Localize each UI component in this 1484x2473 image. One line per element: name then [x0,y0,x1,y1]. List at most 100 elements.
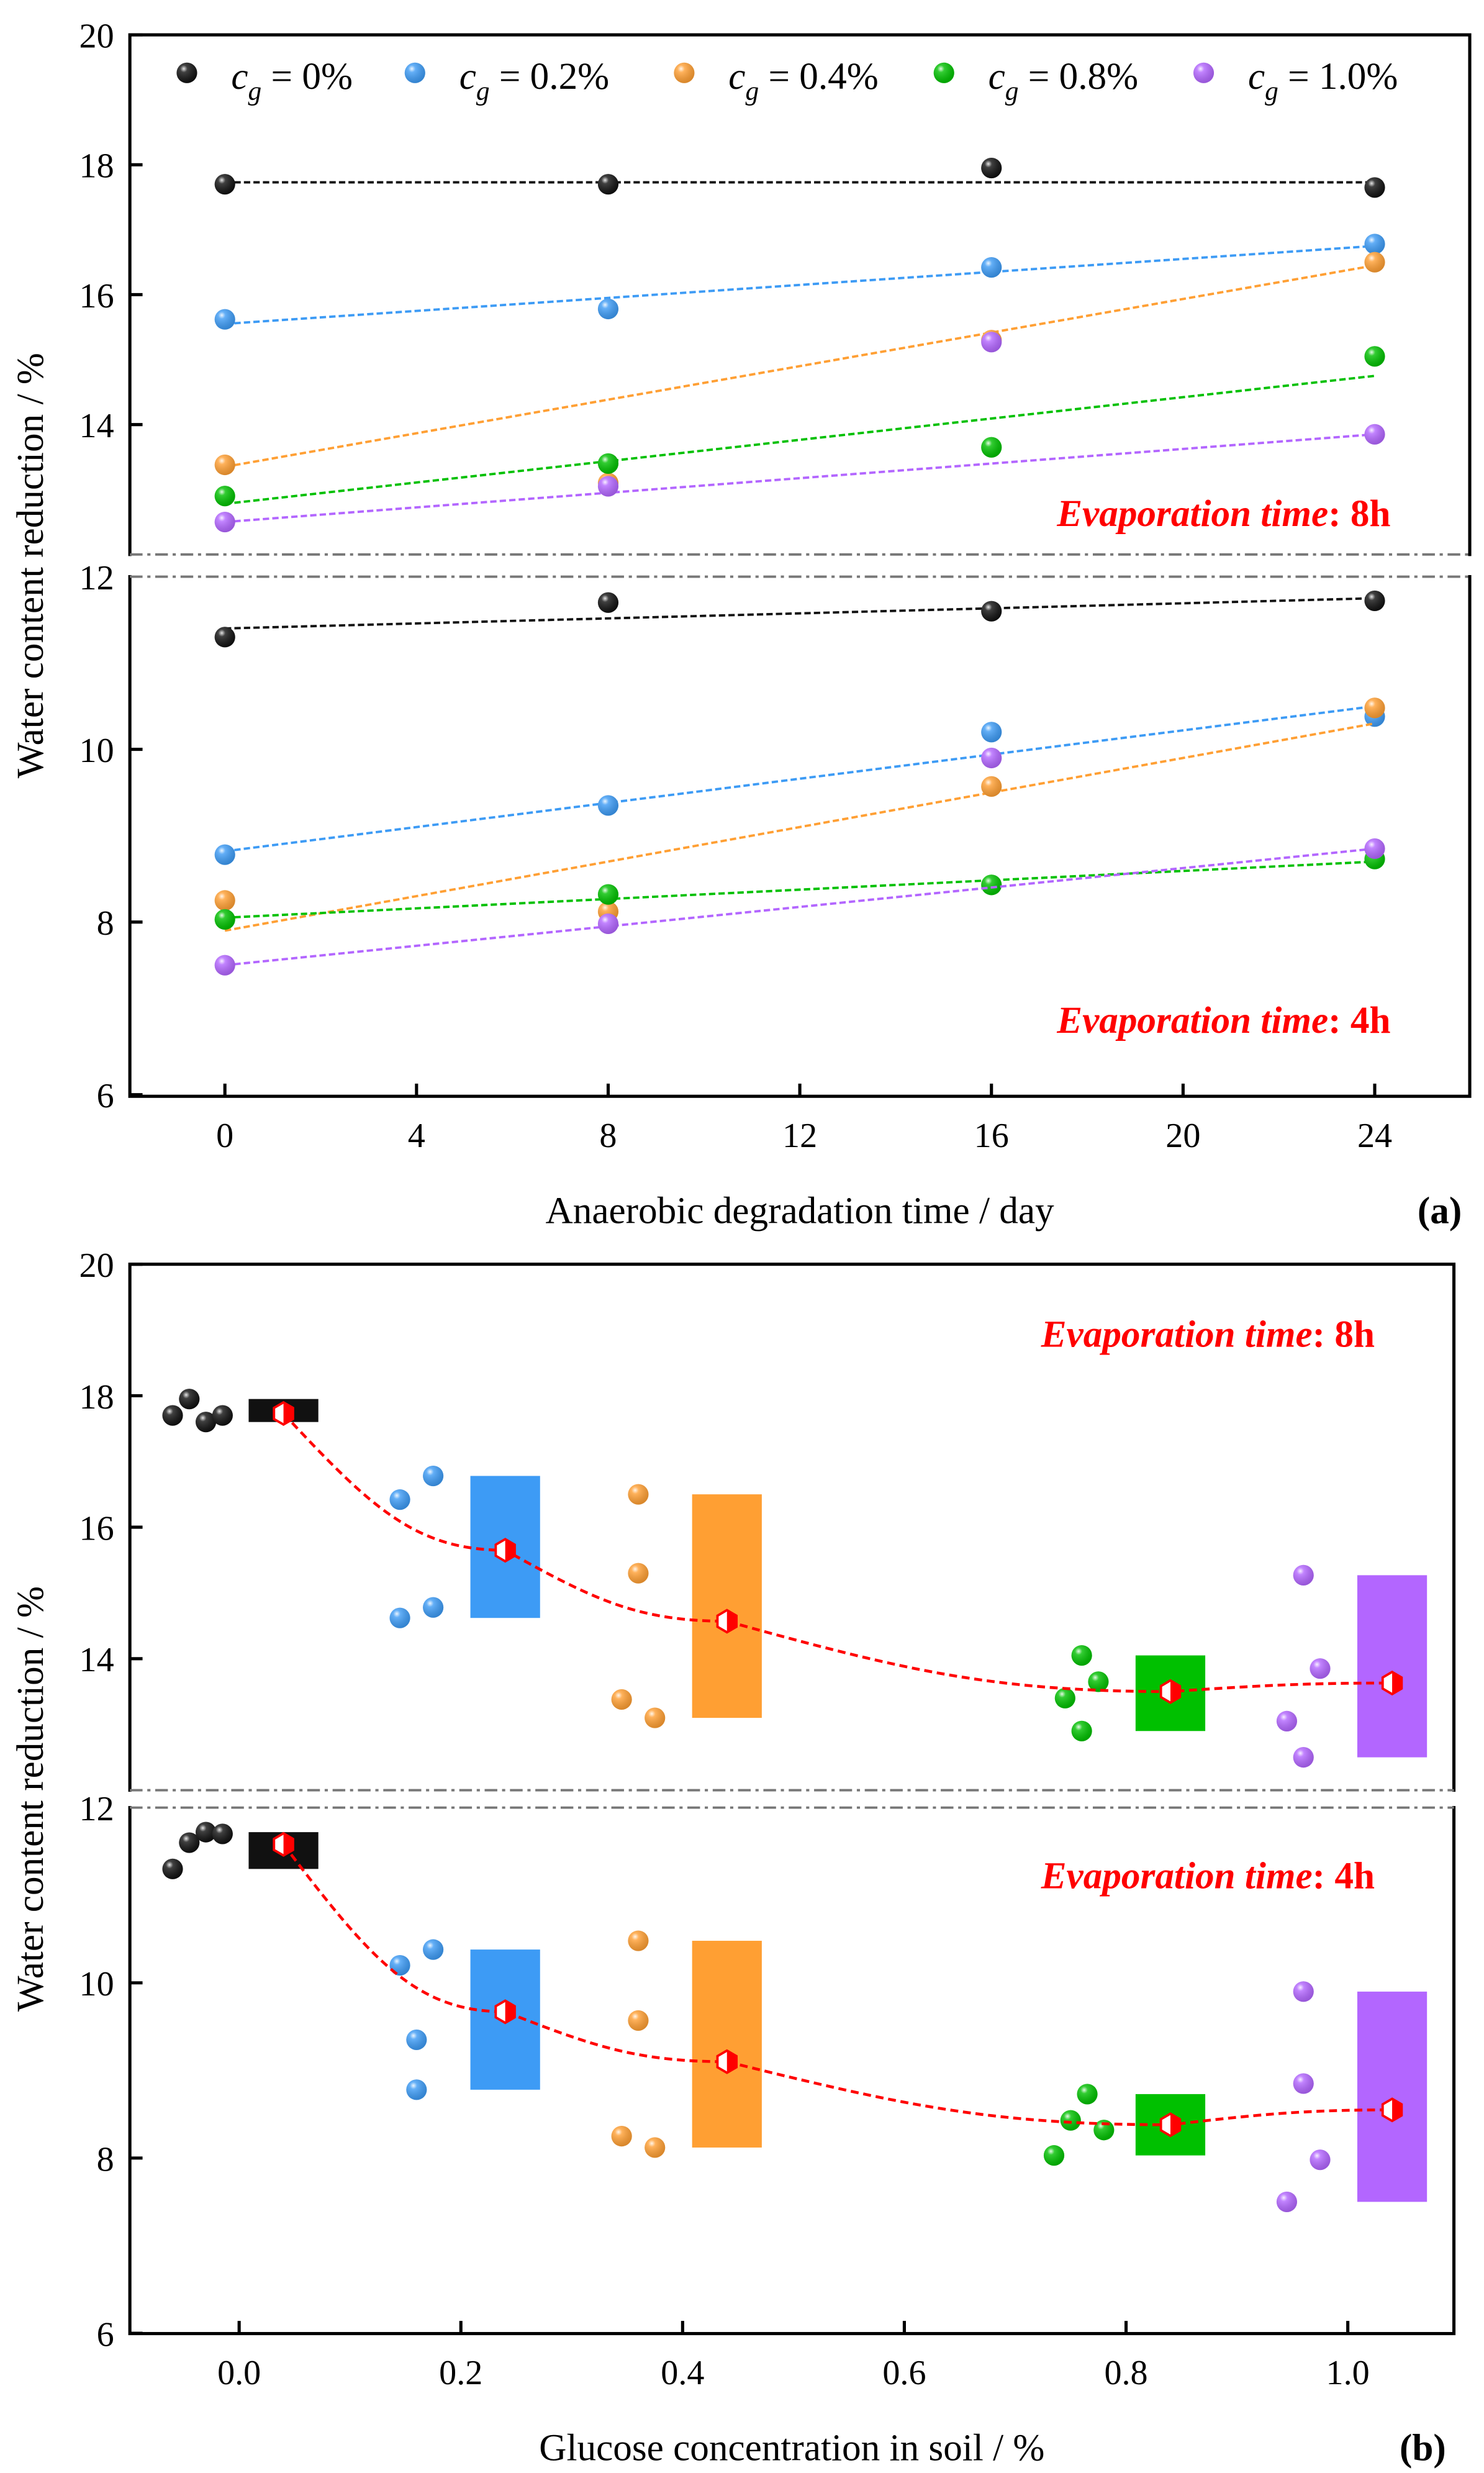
x-axis-label: Anaerobic degradation time / day [546,1189,1054,1232]
data-point-0%-highlight [196,1822,217,1843]
panel-label: (a) [1418,1189,1462,1232]
data-point-0.2%-highlight [1364,234,1385,255]
evaporation-time-annotation: Evaporation time: 8h [1056,492,1390,535]
data-point-0.4%-highlight [645,1707,666,1728]
panel-label: (b) [1400,2427,1446,2469]
data-point-0.2%-highlight [406,2029,427,2051]
data-point-0.4%-highlight [611,2126,632,2147]
mean-marker-half [283,1833,293,1856]
x-tick-label: 0.6 [882,2354,926,2392]
data-point-0.2%-highlight [981,722,1002,743]
data-point-0.4%-highlight [611,1689,632,1710]
mean-trend-line [282,1412,1393,1694]
data-point-0.2%-highlight [597,795,619,816]
fit-line-0.2% [224,705,1375,853]
data-point-0.2%-highlight [423,1597,444,1618]
data-point-1.0%-highlight [1364,838,1385,860]
legend-label-0.4%: cg = 0.4% [728,55,878,106]
y-tick-label: 16 [79,1510,114,1548]
x-tick-label: 8 [599,1117,617,1155]
evaporation-time-annotation: Evaporation time: 4h [1056,999,1390,1041]
data-point-0.2%-highlight [597,298,619,320]
data-point-0%-highlight [179,1832,200,1853]
range-box-1.0% [1357,1991,1427,2202]
legend-marker-0.2%-highlight [404,62,425,83]
x-tick-label: 20 [1165,1117,1200,1155]
data-point-1.0%-highlight [1293,1747,1314,1768]
data-point-1.0%-highlight [981,747,1002,769]
legend-marker-0.4%-highlight [674,62,695,83]
y-tick-label: 16 [79,277,114,315]
fit-line-0% [225,597,1375,630]
y-tick-label: 10 [79,1965,114,2003]
legend-label-1.0%: cg = 1.0% [1248,55,1398,106]
data-point-0.8%-highlight [981,874,1002,896]
data-point-0%-highlight [162,1405,183,1426]
mean-marker-half [1392,2099,1402,2121]
x-tick-label: 12 [782,1117,817,1155]
range-box-0.4% [692,1941,762,2148]
data-point-0%-highlight [162,1858,183,1879]
data-point-0.4%-highlight [628,1563,649,1584]
x-tick-label: 16 [974,1117,1009,1155]
x-axis-label: Glucose concentration in soil / % [539,2427,1044,2469]
data-point-0.4%-highlight [645,2137,666,2158]
data-point-1.0%-highlight [1276,2191,1298,2212]
legend-marker-0.8%-highlight [933,62,954,83]
data-point-0.8%-highlight [1043,2145,1065,2166]
data-point-1.0%-highlight [1310,1658,1331,1679]
mean-trend-line [282,1843,1393,2126]
legend-label-0.8%: cg = 0.8% [989,55,1138,106]
y-tick-label: 18 [79,1378,114,1417]
data-point-0.8%-highlight [214,486,235,507]
data-point-0.4%-highlight [628,1484,649,1505]
data-point-0.8%-highlight [214,909,235,930]
data-point-0.4%-highlight [981,776,1002,797]
legend-marker-0%-highlight [176,62,197,83]
data-point-1.0%-highlight [214,955,235,976]
data-point-0.2%-highlight [214,309,235,330]
data-point-0.4%-highlight [628,2010,649,2031]
y-tick-label: 12 [79,559,114,597]
y-tick-label: 8 [97,2140,114,2179]
data-point-1.0%-highlight [597,913,619,935]
x-tick-label: 0.4 [661,2354,704,2392]
x-tick-label: 0.8 [1104,2354,1147,2392]
y-tick-label: 8 [97,904,114,943]
data-point-1.0%-highlight [1364,424,1385,445]
mean-marker-half [726,2050,737,2073]
data-point-0.8%-highlight [597,453,619,474]
data-point-0.4%-highlight [1364,697,1385,719]
data-point-0.2%-highlight [406,2079,427,2100]
data-point-0%-highlight [1364,177,1385,198]
y-tick-label: 10 [79,732,114,770]
axis-break-gap [127,1792,1457,1807]
legend-label-0%: cg = 0% [231,55,353,106]
fit-line-0.4% [224,722,1375,932]
y-tick-label: 6 [97,2315,114,2354]
data-point-1.0%-highlight [981,332,1002,353]
legend-marker-1.0%-highlight [1193,62,1215,83]
data-point-0%-highlight [179,1389,200,1410]
fit-line-0.4% [224,264,1375,468]
mean-marker-half [505,1539,515,1562]
fit-line-0.8% [225,860,1375,919]
range-box-1.0% [1357,1575,1427,1758]
data-point-0.8%-highlight [1077,2084,1098,2105]
x-tick-label: 0 [216,1117,233,1155]
data-point-0%-highlight [212,1823,233,1845]
y-tick-label: 14 [79,407,114,445]
data-point-1.0%-highlight [1293,2073,1314,2094]
data-point-0.2%-highlight [423,1465,444,1487]
axis-break-gap [127,556,1473,575]
data-point-1.0%-highlight [214,511,235,533]
legend-label-0.2%: cg = 0.2% [459,55,609,106]
mean-marker-half [1170,2113,1180,2136]
data-point-0%-highlight [597,174,619,195]
data-point-0.2%-highlight [214,844,235,865]
y-tick-label: 14 [79,1641,114,1679]
x-tick-label: 4 [408,1117,425,1155]
data-point-0%-highlight [212,1405,233,1426]
data-point-0.8%-highlight [1071,1720,1092,1741]
